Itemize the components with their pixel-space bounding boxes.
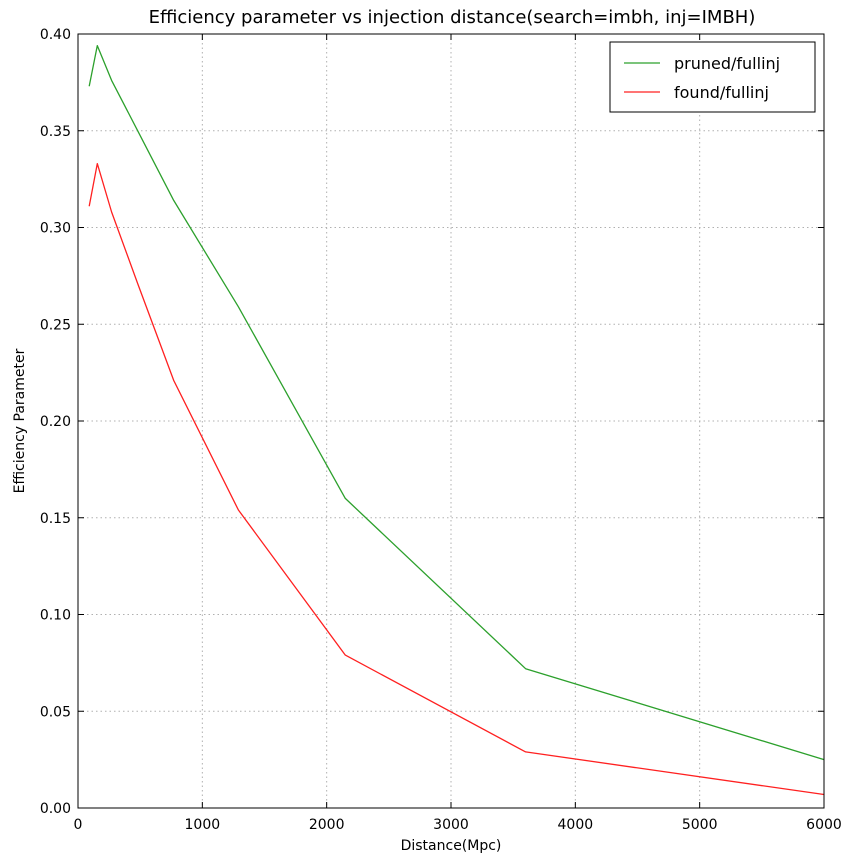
x-tick-label: 6000 — [806, 817, 842, 833]
y-tick-label: 0.35 — [40, 124, 71, 140]
y-axis-label: Efficiency Parameter — [12, 348, 28, 493]
y-tick-label: 0.00 — [40, 801, 71, 817]
y-tick-label: 0.10 — [40, 608, 71, 624]
x-tick-label: 5000 — [682, 817, 718, 833]
y-tick-label: 0.30 — [40, 221, 71, 237]
series-line-found-fullinj — [88, 162, 825, 796]
y-tick-label: 0.05 — [40, 704, 71, 720]
x-tick-label: 2000 — [309, 817, 345, 833]
series-line-pruned-fullinj — [88, 44, 825, 761]
x-tick-label: 4000 — [558, 817, 594, 833]
legend-label: pruned/fullinj — [674, 54, 780, 73]
y-tick-label: 0.15 — [40, 511, 71, 527]
y-tick-label: 0.25 — [40, 317, 71, 333]
legend-label: found/fullinj — [674, 83, 769, 102]
legend: pruned/fullinj found/fullinj — [609, 41, 816, 113]
y-tick-label: 0.40 — [40, 27, 71, 43]
x-tick-label: 3000 — [433, 817, 469, 833]
chart-title: Efficiency parameter vs injection distan… — [149, 7, 756, 28]
ticks: 0 1000 2000 3000 4000 5000 6000 0.00 0.05 0.10 0.1… — [40, 27, 842, 833]
legend-box — [609, 41, 816, 113]
x-axis-label: Distance(Mpc) — [401, 838, 502, 854]
x-tick-label: 1000 — [185, 817, 221, 833]
series-group — [88, 44, 825, 796]
x-tick-label: 0 — [74, 817, 83, 833]
y-tick-label: 0.20 — [40, 414, 71, 430]
